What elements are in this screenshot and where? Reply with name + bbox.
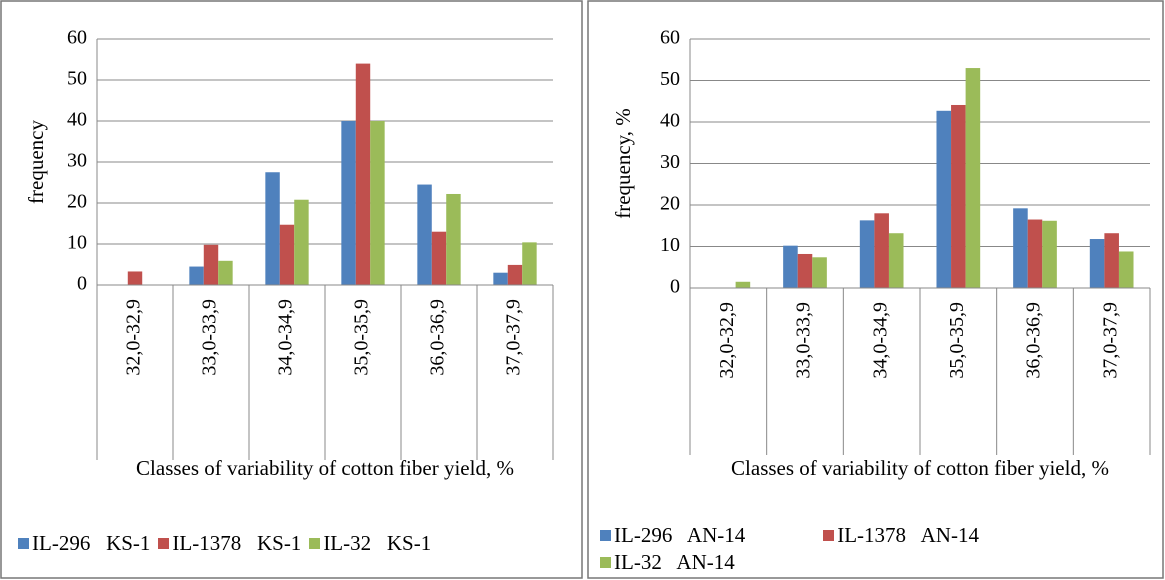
legend-swatch: [158, 538, 170, 549]
y-tick-label: 50: [67, 68, 87, 90]
x-tick-label: 36,0-36,9: [427, 299, 449, 376]
x-tick-label: 37,0-37,9: [1099, 302, 1121, 379]
legend-item: IL-296 KS-1: [18, 530, 150, 557]
y-tick-label: 20: [67, 191, 87, 213]
legend-label: IL-1378 KS-1: [172, 531, 302, 555]
legend-label: IL-1378 AN-14: [837, 523, 979, 547]
bar: [294, 199, 309, 285]
bar: [812, 257, 827, 288]
legend-item: IL-32 AN-14: [600, 549, 735, 576]
bar: [965, 68, 981, 288]
bar: [203, 244, 219, 285]
bar: [265, 172, 280, 285]
bar: [888, 233, 904, 288]
x-tick-label: 35,0-35,9: [351, 299, 373, 376]
bar: [783, 245, 798, 288]
y-axis-label: frequency: [24, 120, 48, 204]
panel-border: [587, 0, 1164, 579]
y-tick-label: 0: [77, 273, 87, 295]
bar: [507, 264, 523, 285]
bar: [1013, 208, 1028, 288]
bar: [1027, 219, 1043, 288]
y-tick-label: 50: [660, 68, 680, 90]
legend-label: IL-32 KS-1: [323, 531, 432, 555]
legend-swatch: [823, 530, 835, 541]
y-tick-label: 10: [67, 232, 87, 254]
bar: [874, 213, 889, 288]
legend-label: IL-32 AN-14: [614, 550, 735, 574]
bar: [417, 184, 432, 285]
x-tick-label: 32,0-32,9: [716, 302, 738, 379]
y-tick-label: 0: [670, 276, 680, 298]
bar: [370, 121, 385, 285]
bar: [1042, 220, 1057, 288]
panel-border: [0, 0, 583, 579]
y-tick-label: 40: [660, 110, 680, 132]
bar: [355, 63, 371, 285]
legend-item: IL-32 KS-1: [309, 530, 431, 557]
x-axis-title: Classes of variability of cotton fiber y…: [731, 456, 1109, 480]
y-tick-label: 60: [660, 27, 680, 49]
x-tick-label: 36,0-36,9: [1023, 302, 1045, 379]
bar: [1089, 239, 1105, 288]
legend-label: IL-296 KS-1: [32, 531, 151, 555]
bar: [279, 224, 295, 285]
x-tick-label: 34,0-34,9: [275, 299, 297, 376]
x-tick-label: 33,0-33,9: [199, 299, 221, 376]
legend-item: IL-1378 KS-1: [158, 530, 301, 557]
y-tick-label: 30: [660, 151, 680, 173]
y-axis-label: frequency, %: [611, 108, 635, 219]
bar: [735, 281, 751, 288]
bar: [859, 220, 875, 288]
bar: [431, 231, 447, 285]
legend-label: IL-296 AN-14: [614, 523, 746, 547]
bar: [218, 260, 233, 285]
y-tick-label: 10: [660, 234, 680, 256]
legend-swatch: [600, 557, 611, 568]
bar: [189, 266, 204, 285]
legend-item: IL-1378 AN-14: [823, 522, 979, 549]
x-tick-label: 34,0-34,9: [869, 302, 891, 379]
bar: [493, 272, 508, 285]
y-tick-label: 40: [67, 109, 87, 131]
bar: [936, 110, 952, 288]
bar: [797, 253, 813, 288]
bar: [127, 271, 143, 285]
legend-swatch: [309, 538, 321, 549]
legend: IL-296 KS-1 IL-1378 KS-1 IL-32 KS-1: [18, 530, 578, 557]
bar: [1118, 251, 1134, 288]
bar: [446, 193, 461, 285]
y-tick-label: 60: [67, 27, 87, 49]
x-axis-title: Classes of variability of cotton fiber y…: [136, 456, 514, 480]
y-tick-label: 20: [660, 193, 680, 215]
legend-swatch: [600, 530, 611, 541]
x-tick-label: 33,0-33,9: [793, 302, 815, 379]
x-tick-label: 37,0-37,9: [503, 299, 525, 376]
y-tick-label: 30: [67, 150, 87, 172]
legend-item: IL-296 AN-14: [600, 522, 745, 549]
legend-swatch: [18, 538, 29, 549]
x-tick-label: 35,0-35,9: [946, 302, 968, 379]
x-tick-label: 32,0-32,9: [123, 299, 145, 376]
bar: [951, 104, 966, 288]
legend: IL-296 AN-14 IL-1378 AN-14 IL-32 AN-14: [600, 522, 1160, 576]
bar: [522, 242, 537, 285]
bar: [341, 121, 356, 285]
bar: [1104, 233, 1119, 288]
